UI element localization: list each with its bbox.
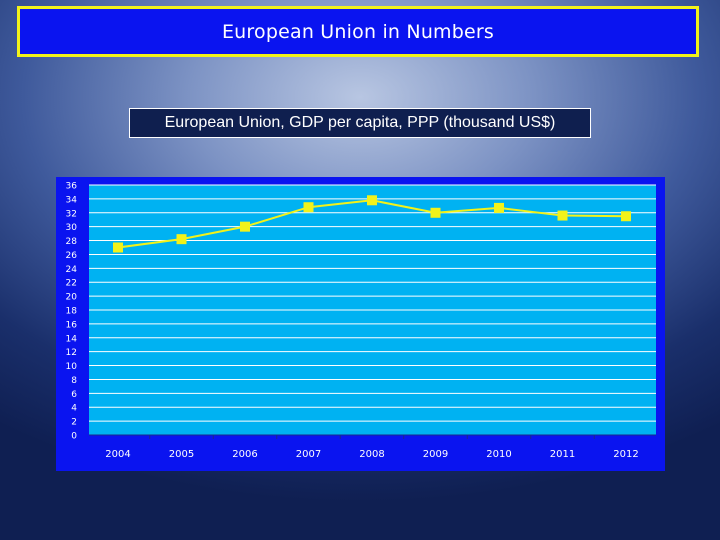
y-tick-label: 36 — [66, 182, 78, 192]
x-tick-label-2012: 2012 — [613, 449, 638, 460]
y-tick-label: 20 — [66, 293, 78, 303]
y-tick-label: 34 — [66, 195, 78, 205]
y-tick-label: 24 — [66, 265, 78, 275]
y-tick-label: 14 — [66, 334, 78, 344]
y-tick-label: 18 — [66, 307, 78, 317]
y-tick-label: 16 — [66, 320, 78, 330]
x-tick-label-2004: 2004 — [105, 449, 130, 460]
x-axis-ticks: 2004 2005 2006 2007 2008 2009 2010 2011 2012 — [89, 434, 656, 460]
y-tick-label: 32 — [66, 209, 77, 219]
data-point-2010 — [494, 202, 504, 213]
y-tick-label: 8 — [71, 376, 77, 386]
y-tick-label: 30 — [66, 223, 78, 233]
data-point-2008 — [367, 195, 377, 206]
data-point-2006 — [240, 221, 250, 232]
slide-title-banner: European Union in Numbers — [17, 6, 699, 57]
data-point-2012 — [621, 211, 631, 222]
x-tick-label-2009: 2009 — [423, 449, 448, 460]
y-tick-label: 4 — [71, 404, 77, 414]
data-point-2007 — [303, 202, 314, 213]
series-group — [113, 195, 631, 253]
data-point-2004 — [113, 242, 123, 253]
data-point-2005 — [176, 234, 187, 245]
y-tick-label: 2 — [71, 418, 77, 428]
y-tick-label: 0 — [71, 432, 77, 442]
x-tick-label-2006: 2006 — [232, 449, 257, 460]
y-tick-label: 12 — [66, 348, 77, 358]
x-tick-label-2007: 2007 — [296, 449, 321, 460]
slide-title: European Union in Numbers — [221, 20, 495, 43]
x-tick-label-2011: 2011 — [550, 449, 575, 460]
data-point-2009 — [430, 207, 441, 218]
data-point-2011 — [557, 210, 568, 221]
x-tick-label-2008: 2008 — [359, 449, 384, 460]
line-chart: 0 2 4 6 8 10 12 14 16 18 20 22 24 26 28 30 32 34 36 2004 20… — [56, 177, 665, 471]
chart-title: European Union, GDP per capita, PPP (tho… — [164, 114, 556, 131]
x-tick-label-2010: 2010 — [486, 449, 511, 460]
y-tick-label: 26 — [66, 251, 78, 261]
y-tick-label: 28 — [66, 237, 78, 247]
y-tick-label: 10 — [66, 362, 78, 372]
y-tick-label: 6 — [71, 390, 77, 400]
chart-title-box: European Union, GDP per capita, PPP (tho… — [129, 108, 591, 138]
y-tick-label: 22 — [66, 279, 77, 289]
x-tick-label-2005: 2005 — [169, 449, 194, 460]
